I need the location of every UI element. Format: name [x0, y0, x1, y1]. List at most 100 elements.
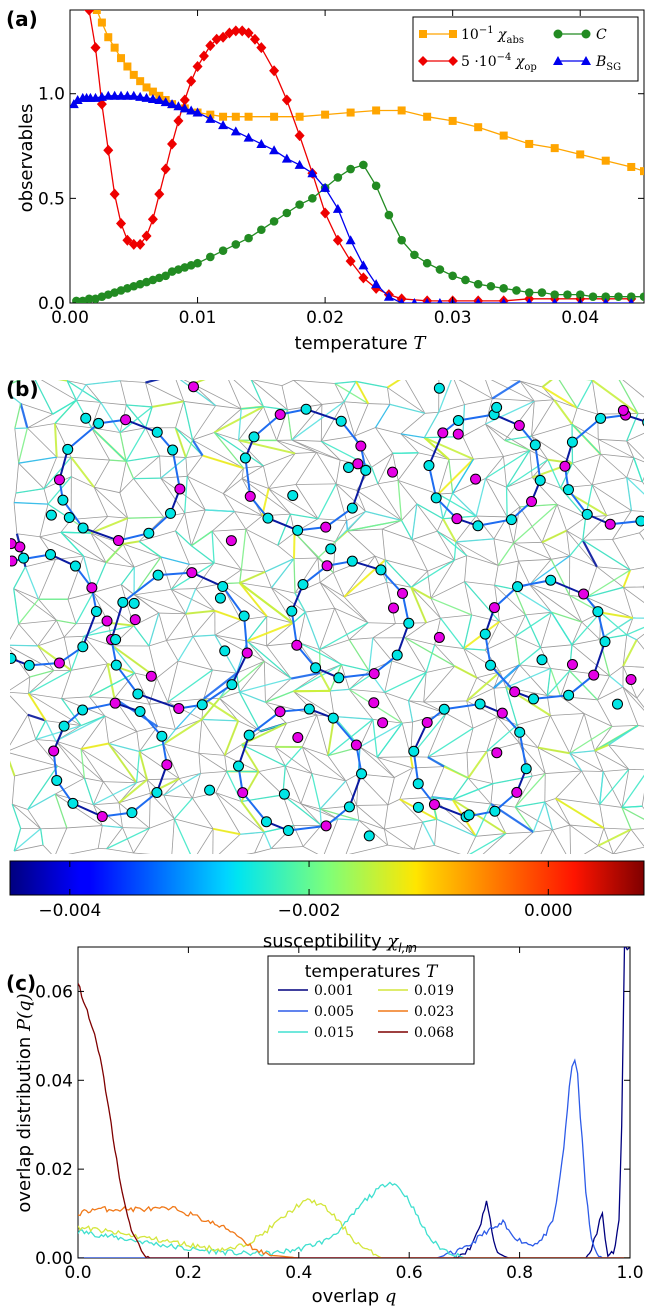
susceptibility-link	[138, 540, 162, 558]
tiling-edge	[198, 752, 227, 772]
point-chi-abs	[550, 144, 559, 153]
susceptibility-link	[532, 801, 546, 833]
tiling-edge	[281, 380, 294, 387]
susceptibility-link	[504, 439, 531, 451]
susceptibility-link	[246, 615, 268, 642]
susceptibility-link	[163, 729, 176, 745]
tiling-edge	[394, 767, 413, 778]
tiling-edge	[490, 803, 516, 808]
tiling-edge	[334, 383, 345, 402]
tiling-edge	[464, 581, 472, 615]
susceptibility-link	[43, 456, 72, 490]
tiling-edge	[268, 488, 291, 515]
tiling-edge	[612, 532, 640, 540]
tiling-edge	[18, 619, 57, 625]
tiling-edge	[192, 797, 214, 830]
legend-c: C	[596, 27, 607, 43]
tiling-edge	[71, 456, 110, 461]
tiling-edge	[133, 478, 165, 518]
tiling-edge	[348, 844, 388, 854]
tiling-edge	[466, 555, 499, 566]
spin-node	[505, 514, 517, 526]
tiling-edge	[356, 773, 359, 806]
tiling-edge	[537, 747, 546, 774]
tiling-edge	[519, 380, 555, 401]
point-chi-op	[122, 234, 133, 246]
susceptibility-link	[463, 647, 486, 651]
spin-node	[489, 805, 501, 817]
susceptibility-link	[514, 773, 546, 808]
tiling-edge	[76, 399, 101, 403]
susceptibility-link	[514, 611, 552, 637]
tiling-edge	[83, 636, 108, 665]
c-xtick-label: 0.8	[506, 1263, 533, 1283]
spin-node	[10, 652, 17, 664]
tiling-edge	[192, 432, 215, 441]
susceptibility-link	[423, 411, 440, 438]
spin-node	[152, 569, 164, 581]
tiling-edge	[233, 380, 264, 407]
ring-link	[428, 432, 444, 466]
tiling-edge	[582, 539, 613, 541]
susceptibility-link	[27, 713, 47, 722]
susceptibility-link	[284, 746, 303, 767]
spin-node	[238, 610, 250, 622]
susceptibility-link	[80, 748, 86, 779]
tiling-edge	[346, 511, 366, 522]
tiling-edge	[12, 803, 41, 830]
susceptibility-link	[241, 722, 287, 746]
tiling-edge	[537, 715, 551, 748]
susceptibility-link	[139, 743, 164, 753]
spin-node	[592, 606, 604, 618]
ring-link	[81, 611, 98, 648]
tiling-edge	[458, 380, 493, 399]
tiling-edge	[54, 423, 92, 429]
tiling-edge	[430, 598, 441, 619]
legend-entry: 0.005	[314, 1004, 354, 1020]
point-chi-abs	[231, 112, 240, 121]
tiling-edge	[133, 594, 186, 615]
susceptibility-link	[337, 818, 359, 821]
point-chi-op	[179, 94, 190, 106]
susceptibility-link	[18, 456, 57, 464]
spin-node	[325, 543, 337, 555]
susceptibility-link	[160, 457, 187, 479]
susceptibility-link	[190, 545, 215, 564]
spin-node	[110, 659, 122, 671]
susceptibility-link	[239, 582, 294, 624]
susceptibility-link	[190, 530, 213, 547]
tiling-edge	[594, 750, 629, 770]
susceptibility-link	[486, 724, 518, 752]
tiling-edge	[383, 804, 389, 830]
tiling-edge	[591, 484, 608, 516]
tiling-edge	[14, 844, 44, 852]
tiling-edge	[485, 423, 505, 441]
ring-link	[171, 449, 181, 490]
susceptibility-link	[100, 401, 121, 433]
susceptibility-link	[122, 540, 140, 545]
susceptibility-link	[491, 380, 521, 400]
legend-bsg: BSG	[595, 54, 621, 73]
tiling-edge	[27, 413, 53, 429]
tiling-edge	[404, 622, 427, 639]
tiling-edge	[571, 621, 583, 645]
susceptibility-link	[621, 774, 644, 808]
tiling-edge	[185, 455, 203, 458]
point-chi-op	[135, 238, 146, 250]
tiling-edge	[566, 530, 583, 541]
susceptibility-link	[576, 380, 593, 409]
tiling-edge	[599, 803, 623, 808]
susceptibility-link	[192, 634, 215, 638]
tiling-edge	[319, 582, 369, 624]
susceptibility-link	[239, 691, 266, 703]
tiling-edge	[252, 380, 283, 387]
point-chi-abs	[110, 43, 119, 52]
a-ytick-label: 0.0	[38, 294, 65, 314]
tiling-edge	[639, 528, 644, 534]
point-c	[308, 194, 317, 203]
tiling-edge	[344, 581, 387, 598]
spin-node	[174, 483, 186, 495]
tiling-edge	[89, 696, 115, 699]
tiling-edge	[434, 644, 464, 649]
susceptibility-link	[219, 660, 265, 699]
